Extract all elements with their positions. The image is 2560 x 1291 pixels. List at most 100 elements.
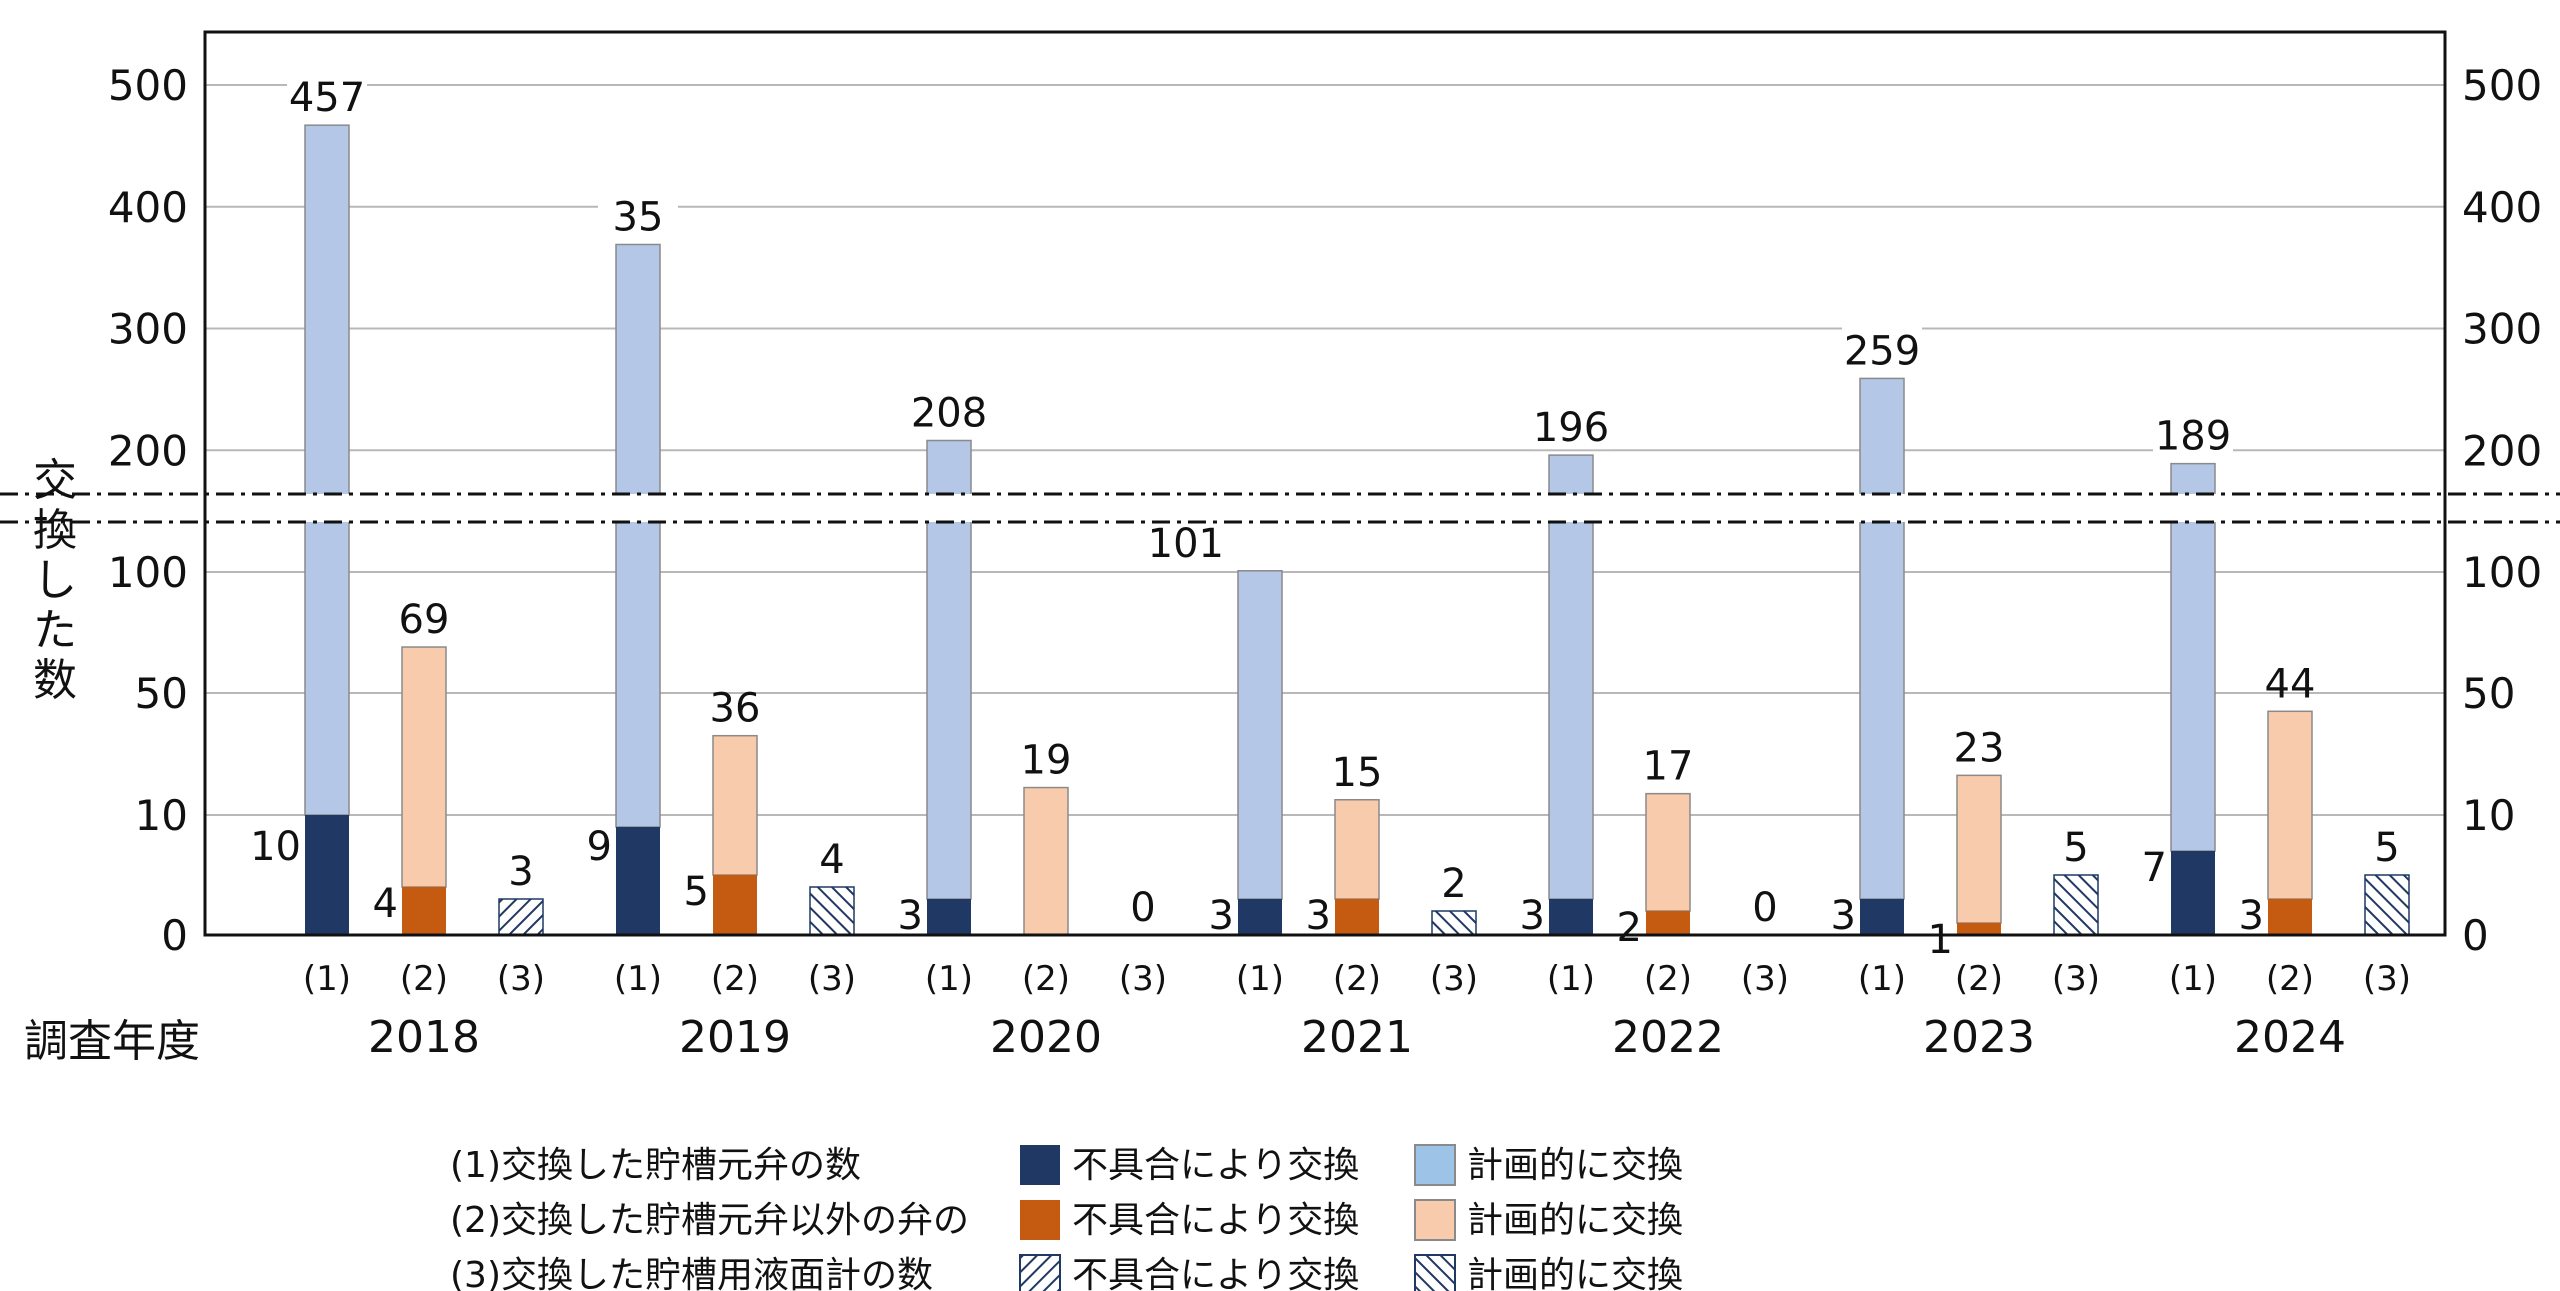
- value-label-defect: 3: [1520, 893, 1545, 939]
- gridlines: [205, 84, 2445, 816]
- value-label-total: 457: [289, 75, 365, 121]
- bar-planned: [1023, 786, 1069, 936]
- value-label-total: 4: [819, 837, 844, 883]
- legend-swatch-defect: [1020, 1145, 1060, 1185]
- value-label-total: 259: [1844, 328, 1920, 374]
- value-label-defect: 3: [898, 893, 923, 939]
- y-tick-label-left: 200: [108, 426, 188, 475]
- value-label-total: 2: [1441, 861, 1466, 907]
- year-label: 2018: [368, 1012, 480, 1063]
- y-tick-label-left: 300: [108, 305, 188, 354]
- value-label-total: 23: [1954, 725, 2005, 771]
- y-tick-label-left: 10: [135, 791, 188, 840]
- bar-defect: [402, 887, 446, 935]
- value-label-total: 3: [508, 849, 533, 895]
- y-tick-label-right: 300: [2462, 305, 2542, 354]
- value-label-bg: [2153, 411, 2233, 458]
- bar-defect: [2171, 851, 2215, 935]
- group-label: (3): [1741, 959, 1789, 999]
- bars: [304, 124, 2410, 936]
- bar-defect: [927, 899, 971, 935]
- value-label-defect: 3: [1306, 893, 1331, 939]
- bar-planned: [1645, 792, 1691, 912]
- bar-planned: [1956, 774, 2002, 924]
- value-label-defect: 7: [2142, 845, 2167, 891]
- group-label: (1): [1547, 959, 1595, 999]
- bar-defect: [2268, 899, 2312, 935]
- group-label: (2): [400, 959, 448, 999]
- value-label-total: 44: [2265, 661, 2316, 707]
- legend: (1)交換した貯槽元弁の数 不具合により交換 計画的に交換(2)交換した貯槽元弁以外…: [450, 1144, 1683, 1291]
- value-label-total: 189: [2155, 414, 2231, 460]
- y-tick-label-right: 10: [2462, 791, 2515, 840]
- bar-planned: [2053, 874, 2099, 936]
- group-label: (2): [1644, 959, 1692, 999]
- legend-category: (1)交換した貯槽元弁の数: [450, 1145, 861, 1186]
- y-tick-label-left: 0: [161, 911, 188, 960]
- bar-defect: [498, 898, 544, 936]
- group-label: (2): [2266, 959, 2314, 999]
- y-tick-label-right: 500: [2462, 61, 2542, 110]
- year-label: 2019: [679, 1012, 791, 1063]
- bar-planned: [304, 124, 350, 816]
- year-label: 2023: [1923, 1012, 2035, 1063]
- group-label: (3): [2363, 959, 2411, 999]
- value-label-defect: 10: [250, 824, 301, 870]
- year-label: 2020: [990, 1012, 1102, 1063]
- group-label: (3): [1430, 959, 1478, 999]
- legend-planned-label: 計画的に交換: [1467, 1200, 1683, 1241]
- plot-frame: [203, 30, 2447, 937]
- legend-swatch-planned: [1414, 1199, 1456, 1241]
- value-label-defect: 5: [684, 869, 709, 915]
- year-label: 2024: [2234, 1012, 2346, 1063]
- bar-planned: [1548, 454, 1594, 900]
- bar-defect: [305, 815, 349, 935]
- year-label: 2021: [1301, 1012, 1413, 1063]
- group-label: (1): [303, 959, 351, 999]
- bar-defect: [1860, 899, 1904, 935]
- value-label-defect: 3: [2239, 893, 2264, 939]
- bar-defect: [1335, 899, 1379, 935]
- group-label: (3): [497, 959, 545, 999]
- bar-planned: [1237, 570, 1283, 900]
- group-label: (3): [808, 959, 856, 999]
- value-label-defect: 4: [373, 881, 398, 927]
- value-label-total: 0: [1752, 885, 1777, 931]
- legend-planned-label: 計画的に交換: [1467, 1255, 1683, 1291]
- group-label: (1): [1858, 959, 1906, 999]
- group-label: (1): [1236, 959, 1284, 999]
- x-axis-title: 調査年度: [24, 1016, 200, 1067]
- x-axis-labels: (1) (2) (3) 2018 (1) (2) (3) 2019 (1) (2) (3) 2020 (…: [303, 959, 2411, 1063]
- value-label-bg: [1842, 326, 1922, 373]
- y-tick-label-right: 400: [2462, 183, 2542, 232]
- bar-planned: [712, 734, 758, 876]
- legend-swatch-planned: [1414, 1254, 1456, 1291]
- y-tick-label-right: 100: [2462, 548, 2542, 597]
- value-label-defect: 2: [1617, 905, 1642, 951]
- value-label-total: 101: [1148, 521, 1224, 567]
- bar-defect: [1646, 911, 1690, 935]
- bar-defect: [713, 875, 757, 935]
- value-label-defect: 3: [1209, 893, 1234, 939]
- value-label-total: 196: [1533, 405, 1609, 451]
- bar-planned: [809, 886, 855, 936]
- legend-category: (2)交換した貯槽元弁以外の弁の: [450, 1200, 969, 1241]
- group-label: (3): [2052, 959, 2100, 999]
- group-label: (2): [1955, 959, 2003, 999]
- y-tick-label-right: 50: [2462, 669, 2515, 718]
- y-tick-label-left: 400: [108, 183, 188, 232]
- y-tick-label-right: 200: [2462, 426, 2542, 475]
- group-label: (2): [1333, 959, 1381, 999]
- value-label-total: 0: [1130, 885, 1155, 931]
- value-label-bg: [1531, 403, 1611, 450]
- bar-defect: [616, 827, 660, 935]
- value-label-total: 15: [1332, 750, 1383, 796]
- value-label-total: 19: [1021, 738, 1072, 784]
- bar-defect: [1957, 923, 2001, 935]
- y-tick-label-right: 0: [2462, 911, 2489, 960]
- value-label-total: 69: [399, 597, 450, 643]
- value-label-total: 35: [613, 194, 664, 240]
- y-axis-label: 交換した数: [33, 455, 77, 706]
